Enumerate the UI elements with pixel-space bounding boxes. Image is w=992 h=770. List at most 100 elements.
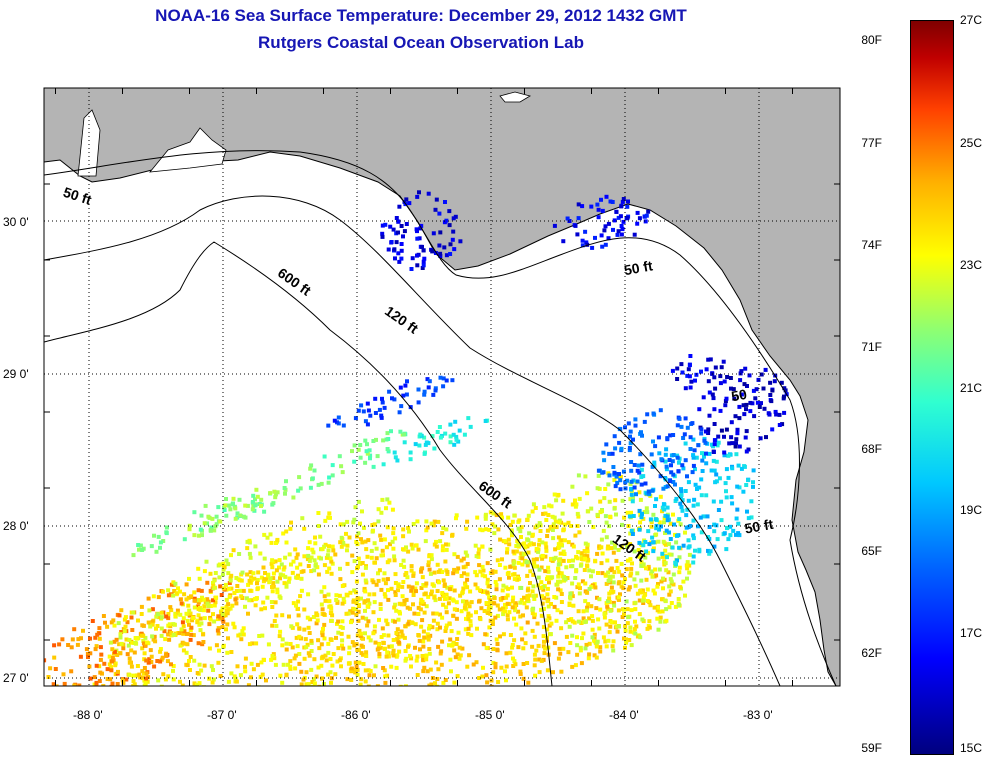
sst-pixel [454,516,458,521]
sst-pixel [384,654,389,659]
sst-pixel [307,631,312,635]
sst-pixel [724,489,728,494]
sst-pixel [355,667,360,672]
sst-pixel [440,544,445,549]
sst-pixel [382,592,387,597]
sst-pixel [85,652,90,656]
sst-pixel [188,637,193,642]
sst-pixel [442,582,447,587]
sst-pixel [537,538,542,543]
sst-pixel [599,537,604,542]
sst-pixel [272,619,277,623]
sst-pixel [675,377,680,381]
sst-pixel [602,615,607,620]
sst-pixel [627,448,632,453]
sst-pixel [724,467,729,472]
sst-pixel [324,555,329,560]
sst-pixel [478,617,483,622]
sst-pixel [526,596,530,601]
sst-pixel [452,648,457,653]
sst-pixel [626,558,630,563]
sst-pixel [645,510,650,515]
sst-pixel [667,592,672,597]
colorbar-label-c: 27C [960,13,983,27]
sst-pixel [590,618,595,623]
sst-pixel [408,606,412,611]
sst-pixel [208,588,213,593]
sst-pixel [462,432,467,437]
sst-pixel [296,573,300,578]
sst-pixel [152,703,156,707]
sst-pixel [171,677,176,682]
sst-pixel [399,563,404,567]
sst-pixel [514,622,519,627]
sst-pixel [438,375,443,380]
sst-pixel [597,486,602,491]
sst-pixel [329,619,334,623]
sst-pixel [229,586,234,591]
sst-pixel [452,607,457,612]
sst-pixel [548,632,553,637]
sst-pixel [298,562,303,567]
sst-pixel [675,366,680,371]
sst-pixel [396,584,401,588]
sst-pixel [77,683,82,686]
sst-pixel [656,627,661,632]
sst-pixel [189,707,193,711]
sst-pixel [475,626,479,631]
sst-pixel [329,680,333,685]
sst-pixel [437,596,442,601]
sst-pixel [523,631,528,636]
sst-pixel [605,606,610,611]
sst-pixel [392,619,397,624]
sst-pixel [363,679,368,684]
sst-pixel [519,535,523,539]
sst-pixel [737,444,742,449]
sst-pixel [293,694,297,698]
sst-pixel [501,596,506,600]
sst-pixel [76,637,81,642]
sst-pixel [353,607,358,612]
sst-pixel [669,601,674,605]
sst-pixel [182,629,187,634]
sst-pixel [465,664,470,669]
sst-pixel [389,644,394,649]
sst-pixel [247,578,252,583]
sst-pixel [367,601,372,606]
sst-pixel [171,633,176,637]
sst-pixel [451,229,456,234]
sst-pixel [534,557,539,562]
sst-pixel [139,604,144,609]
sst-pixel [500,515,504,520]
sst-pixel [255,581,259,586]
sst-pixel [358,634,363,638]
sst-pixel [75,698,79,702]
sst-pixel [444,253,449,258]
sst-pixel [730,501,735,506]
sst-pixel [187,523,192,528]
sst-pixel [366,635,371,640]
sst-pixel [350,570,355,575]
sst-pixel [626,587,631,592]
sst-pixel [159,615,164,620]
sst-pixel [459,574,464,578]
contour-120ft [44,195,781,686]
sst-pixel [571,544,576,549]
sst-pixel [178,612,183,617]
sst-pixel [308,617,313,622]
sst-pixel [266,572,271,577]
sst-pixel [633,600,638,605]
sst-pixel [401,580,406,584]
sst-pixel [680,508,685,513]
sst-pixel [324,658,329,663]
sst-pixel [280,680,285,685]
sst-pixel [624,567,629,572]
sst-pixel [438,690,442,694]
sst-pixel [663,599,668,604]
sst-pixel [576,216,581,221]
sst-pixel [590,627,595,632]
sst-pixel [223,613,228,618]
sst-pixel [320,633,325,638]
sst-pixel [572,620,577,625]
sst-pixel [274,613,279,618]
